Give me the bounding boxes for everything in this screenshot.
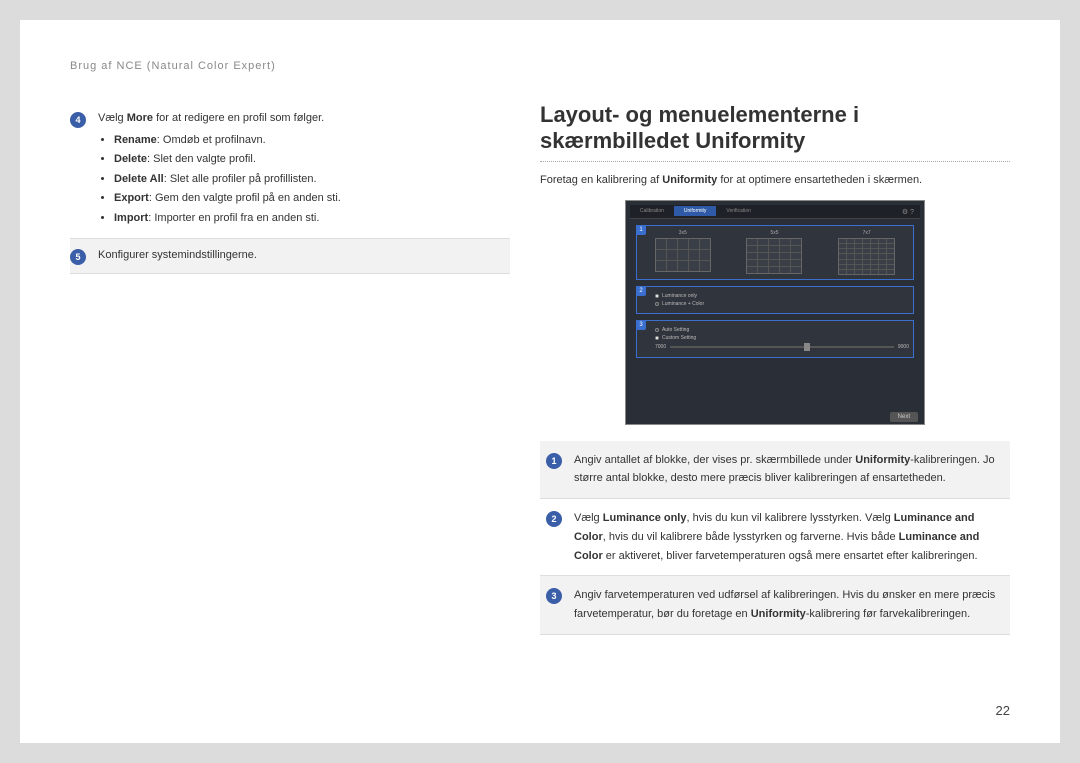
panel-badge-3: 3 — [636, 320, 646, 330]
desc-row-3: 3 Angiv farvetemperaturen ved udførsel a… — [540, 576, 1010, 634]
tab-verification: Verification — [716, 206, 760, 216]
number-badge-4: 4 — [70, 112, 86, 128]
temp-slider: 7000 9000 — [655, 344, 909, 350]
description-table: 1 Angiv antallet af blokke, der vises pr… — [540, 441, 1010, 635]
grid-5x5 — [746, 238, 802, 274]
grid-3x5 — [655, 238, 711, 272]
panel-1: 1 3x5 5x5 7x7 — [636, 225, 914, 280]
right-column: Layout- og menuelementerne i skærmbilled… — [540, 102, 1010, 635]
tab-calibration: Calibration — [630, 206, 674, 216]
two-column-layout: 4 Vælg More for at redigere en profil so… — [70, 102, 1010, 635]
item-5-content: Konfigurer systemindstillingerne. — [98, 247, 510, 265]
tab-uniformity: Uniformity — [674, 206, 717, 216]
panel-badge-1: 1 — [636, 225, 646, 235]
number-badge-5: 5 — [70, 249, 86, 265]
app-screenshot: Calibration Uniformity Verification ⚙ ? … — [625, 200, 925, 425]
section-title: Layout- og menuelementerne i skærmbilled… — [540, 102, 1010, 162]
panel-badge-2: 2 — [636, 286, 646, 296]
list-item-5: 5 Konfigurer systemindstillingerne. — [70, 239, 510, 274]
desc-row-1: 1 Angiv antallet af blokke, der vises pr… — [540, 441, 1010, 499]
desc-badge-1: 1 — [546, 453, 562, 469]
app-tabbar: Calibration Uniformity Verification ⚙ ? — [630, 205, 920, 219]
app-body: 1 3x5 5x5 7x7 2 Luminance only Luminance… — [630, 219, 920, 370]
desc-row-2: 2 Vælg Luminance only, hvis du kun vil k… — [540, 499, 1010, 576]
next-button: Next — [890, 412, 918, 422]
section-intro: Foretag en kalibrering af Uniformity for… — [540, 174, 1010, 186]
panel-3: 3 Auto Setting Custom Setting 7000 9000 — [636, 320, 914, 358]
row4-intro: Vælg More for at redigere en profil som … — [98, 112, 324, 124]
item-4-content: Vælg More for at redigere en profil som … — [98, 110, 510, 230]
desc-badge-3: 3 — [546, 588, 562, 604]
page-number: 22 — [996, 703, 1010, 718]
row4-bullets: Rename: Omdøb et profilnavn. Delete: Sle… — [98, 132, 510, 228]
panel-2: 2 Luminance only Luminance + Color — [636, 286, 914, 314]
document-page: Brug af NCE (Natural Color Expert) 4 Væl… — [20, 20, 1060, 743]
grid-7x7 — [838, 238, 895, 275]
left-column: 4 Vælg More for at redigere en profil so… — [70, 102, 510, 635]
desc-badge-2: 2 — [546, 511, 562, 527]
gear-icon: ⚙ ? — [902, 208, 914, 216]
chapter-header: Brug af NCE (Natural Color Expert) — [70, 60, 1010, 72]
list-item-4: 4 Vælg More for at redigere en profil so… — [70, 102, 510, 239]
